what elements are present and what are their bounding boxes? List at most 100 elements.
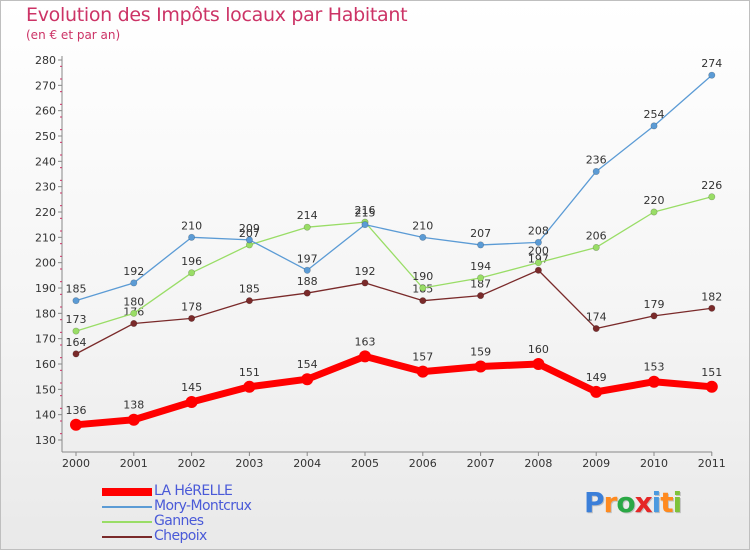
data-label: 182 [701,290,722,303]
data-point [127,413,140,426]
y-tick-label-250: 250 [35,130,56,143]
data-label: 159 [470,346,491,359]
y-tick-label-240: 240 [35,155,56,168]
proxiti-logo: Proxiti [584,486,683,519]
data-label: 197 [528,252,549,265]
y-tick-label-150: 150 [35,383,56,396]
data-point [592,167,600,175]
data-point [534,238,542,246]
y-tick-label-260: 260 [35,105,56,118]
data-point [650,312,658,320]
data-label: 200 [528,245,549,258]
data-point [359,350,371,363]
logo-letter: i [672,486,683,519]
series-line-chepoix [75,269,712,355]
data-point [301,373,314,386]
series-line-mory-montcrux [75,74,713,302]
data-label: 197 [297,252,318,265]
data-label: 196 [181,255,202,268]
data-label: 138 [123,399,144,412]
legend-swatch [102,536,152,538]
logo-letter: o [616,486,635,519]
data-label: 214 [297,209,318,222]
data-label: 185 [66,283,87,296]
y-tick-label-220: 220 [35,206,56,219]
data-label: 151 [701,366,722,379]
data-label: 274 [701,57,722,70]
data-label: 236 [586,153,607,166]
data-point [650,208,658,216]
data-label: 190 [412,270,433,283]
y-tick-label-230: 230 [35,181,56,194]
data-point [419,284,427,292]
data-point [361,221,369,229]
data-point [592,243,600,251]
x-tick-label-2003: 2003 [235,457,263,470]
legend-swatch [102,488,152,496]
data-point [130,279,138,287]
data-point [708,304,716,312]
data-label: 192 [355,265,376,278]
data-label: 208 [528,224,549,237]
legend-swatch [102,506,152,508]
data-point [130,319,138,327]
legend-label: Chepoix [154,528,207,544]
logo-letter: i [651,486,662,519]
data-label: 215 [355,207,376,220]
data-label: 207 [470,227,491,240]
chart-title: Evolution des Impôts locaux par Habitant [26,4,408,26]
logo-letter: P [584,486,605,519]
x-tick-label-2005: 2005 [351,457,379,470]
x-tick-label-2006: 2006 [409,457,437,470]
data-label: 192 [123,265,144,278]
y-tick-label-280: 280 [35,54,56,67]
data-point [419,297,427,305]
data-point [477,292,485,300]
data-point [708,71,716,79]
y-tick-label-140: 140 [35,409,56,422]
data-point [648,375,660,388]
y-tick-label-200: 200 [35,257,56,270]
data-label: 173 [66,313,87,326]
y-tick-label-160: 160 [35,358,56,371]
data-point [303,266,311,274]
y-tick-label-130: 130 [35,434,56,447]
data-label: 220 [644,194,665,207]
data-point [130,309,138,317]
data-label: 185 [239,283,260,296]
data-label: 187 [470,278,491,291]
data-point [72,327,80,335]
y-tick-label-170: 170 [35,333,56,346]
data-label: 157 [412,351,433,364]
data-point [188,314,196,322]
data-point [185,396,198,408]
data-point [303,289,311,297]
data-label: 207 [239,227,260,240]
data-label: 154 [297,358,318,371]
data-label: 179 [644,298,665,311]
series-line-gannes [75,196,712,332]
data-label: 206 [586,229,607,242]
data-point [361,279,369,287]
logo-letter: x [634,486,653,519]
data-label: 210 [181,219,202,232]
data-point [243,380,256,393]
y-tick-label-180: 180 [35,307,56,320]
data-label: 178 [181,300,202,313]
data-label: 153 [644,361,665,374]
x-tick-label-2007: 2007 [467,457,495,470]
y-tick-label-190: 190 [35,282,56,295]
data-point [245,297,253,305]
data-point [477,274,485,282]
legend-swatch [102,521,152,523]
legend-label: LA HéRELLE [154,483,233,499]
y-tick-label-210: 210 [35,231,56,244]
logo-letter: r [603,486,618,519]
data-point [419,233,427,241]
data-point [534,266,542,274]
data-point [474,360,487,373]
x-tick-label-2010: 2010 [640,457,668,470]
y-tick-label-270: 270 [35,79,56,92]
data-point [303,223,311,231]
